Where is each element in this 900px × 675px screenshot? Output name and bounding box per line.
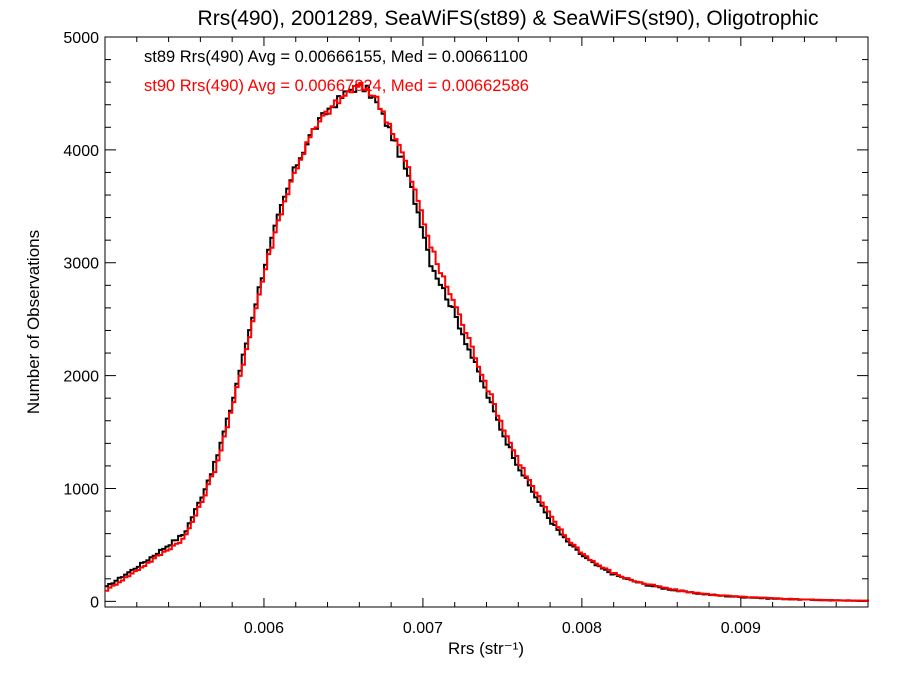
series-layer	[105, 82, 869, 602]
y-tick-label: 1000	[63, 481, 99, 498]
y-axis-ticks: 0 1000 2000 3000 4000 5000	[63, 30, 868, 611]
x-tick-label: 0.007	[403, 620, 443, 637]
y-tick-label: 0	[90, 594, 99, 611]
y-tick-label: 2000	[63, 369, 99, 386]
x-tick-label: 0.006	[244, 620, 284, 637]
series-line-1	[105, 82, 869, 602]
annotation-st89: st89 Rrs(490) Avg = 0.00666155, Med = 0.…	[144, 48, 528, 66]
series-line-0	[105, 83, 869, 602]
x-tick-label: 0.009	[721, 620, 761, 637]
plot-frame	[104, 36, 869, 608]
chart-title: Rrs(490), 2001289, SeaWiFS(st89) & SeaWi…	[198, 7, 819, 30]
y-tick-label: 5000	[63, 30, 99, 47]
x-axis-title: Rrs (str⁻¹)	[448, 639, 524, 658]
y-axis-title: Number of Observations	[24, 230, 43, 414]
x-axis-ticks: 0.006 0.007 0.008 0.009	[104, 37, 869, 637]
y-tick-label: 4000	[63, 143, 99, 160]
annotation-st90: st90 Rrs(490) Avg = 0.00667824, Med = 0.…	[144, 77, 529, 95]
y-tick-label: 3000	[63, 256, 99, 273]
x-tick-label: 0.008	[562, 620, 602, 637]
